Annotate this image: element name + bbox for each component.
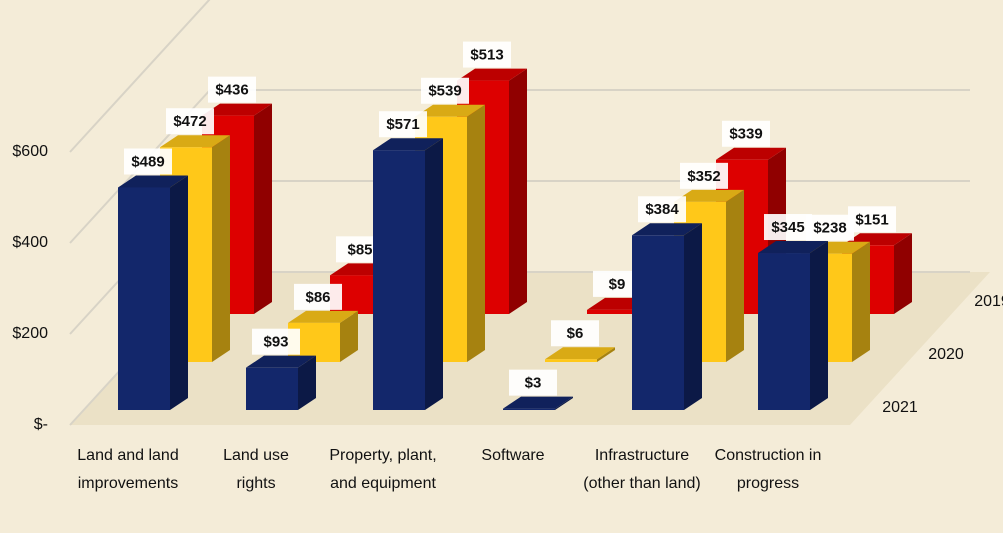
value-label: $345 bbox=[771, 219, 804, 236]
bar-top bbox=[503, 396, 573, 409]
y-tick-label: $200 bbox=[12, 325, 48, 342]
grid-line bbox=[69, 0, 970, 153]
value-label: $489 bbox=[131, 153, 164, 170]
bar-top bbox=[415, 104, 485, 117]
value-label: $238 bbox=[813, 220, 846, 237]
x-tick-label: Land use rights bbox=[223, 447, 289, 492]
bar-top bbox=[457, 68, 527, 81]
bar bbox=[246, 367, 298, 410]
x-tick-label: Land and land improvements bbox=[77, 447, 179, 492]
value-label: $151 bbox=[855, 211, 888, 228]
value-label-box bbox=[509, 369, 557, 396]
x-tick-label: Software bbox=[481, 447, 545, 464]
x-tick-label: Infrastructure (other than land) bbox=[583, 447, 701, 492]
value-label: $339 bbox=[729, 126, 762, 143]
bar bbox=[632, 235, 684, 410]
bar bbox=[587, 309, 639, 314]
value-label: $6 bbox=[567, 325, 584, 342]
bar-side bbox=[298, 355, 316, 410]
bar-top bbox=[373, 138, 443, 151]
bar-side bbox=[894, 233, 912, 314]
value-label: $384 bbox=[645, 201, 679, 218]
bar bbox=[373, 150, 425, 410]
bar-side bbox=[425, 138, 443, 410]
value-label: $3 bbox=[525, 375, 542, 392]
bar bbox=[545, 359, 597, 362]
value-label: $472 bbox=[173, 113, 206, 130]
bar-side bbox=[467, 104, 485, 362]
bar-top bbox=[118, 175, 188, 188]
bar bbox=[118, 187, 170, 410]
value-label-box bbox=[421, 77, 469, 104]
value-label: $513 bbox=[470, 47, 503, 64]
bar-side bbox=[810, 241, 828, 410]
bar-top bbox=[246, 355, 316, 368]
series-label: 2019 bbox=[974, 293, 1003, 310]
value-label-box bbox=[166, 108, 214, 135]
value-label: $571 bbox=[386, 116, 419, 133]
bar-top bbox=[758, 241, 828, 254]
value-label-box bbox=[764, 214, 812, 241]
bar-side bbox=[684, 223, 702, 410]
bar-side bbox=[170, 175, 188, 410]
bar-side bbox=[340, 310, 358, 362]
value-label: $93 bbox=[263, 334, 288, 351]
y-tick-label: $- bbox=[34, 416, 48, 433]
value-label-box bbox=[294, 283, 342, 310]
value-label: $85 bbox=[347, 241, 372, 258]
series-label: 2020 bbox=[928, 346, 964, 363]
value-label-box bbox=[722, 120, 770, 147]
bar-top bbox=[632, 223, 702, 236]
value-label: $9 bbox=[609, 276, 626, 293]
bar-top bbox=[288, 310, 358, 323]
bar-top bbox=[674, 189, 744, 202]
value-label-box bbox=[638, 196, 686, 223]
y-tick-label: $600 bbox=[12, 143, 48, 160]
value-label-box bbox=[680, 162, 728, 189]
value-label-box bbox=[848, 206, 896, 233]
bar bbox=[758, 253, 810, 410]
value-label-box bbox=[379, 111, 427, 138]
bar-top bbox=[202, 103, 272, 116]
bar bbox=[503, 408, 555, 410]
bar-side bbox=[212, 135, 230, 362]
value-label-box bbox=[551, 320, 599, 347]
value-label-box bbox=[806, 214, 854, 241]
value-label-box bbox=[252, 328, 300, 355]
value-label: $86 bbox=[305, 289, 330, 306]
bar-side bbox=[597, 347, 615, 362]
value-label: $352 bbox=[687, 168, 720, 185]
value-label-box bbox=[463, 41, 511, 68]
bar-side bbox=[509, 68, 527, 315]
y-tick-label: $400 bbox=[12, 234, 48, 251]
bar-side bbox=[555, 396, 573, 410]
bar-top bbox=[160, 135, 230, 148]
x-tick-label: Property, plant, and equipment bbox=[329, 447, 437, 492]
bar-top bbox=[716, 147, 786, 160]
bar-side bbox=[254, 103, 272, 315]
series-label: 2021 bbox=[882, 399, 918, 416]
value-label: $539 bbox=[428, 83, 461, 100]
bar-side bbox=[726, 189, 744, 362]
bar-side bbox=[852, 241, 870, 362]
value-label-box bbox=[208, 76, 256, 103]
x-tick-label: Construction in progress bbox=[714, 447, 822, 492]
value-label: $436 bbox=[215, 82, 248, 99]
value-label-box bbox=[124, 148, 172, 175]
bar-top bbox=[545, 347, 615, 360]
